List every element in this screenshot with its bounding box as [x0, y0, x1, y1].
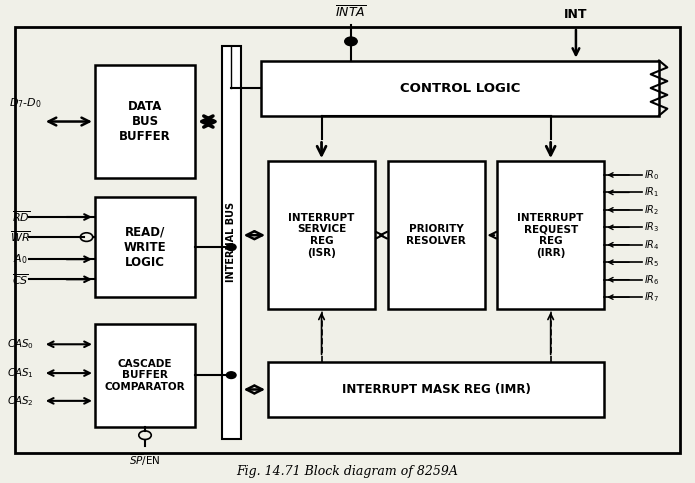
Text: $\overline{INTA}$: $\overline{INTA}$ [336, 5, 366, 21]
FancyBboxPatch shape [15, 27, 680, 453]
FancyBboxPatch shape [497, 161, 605, 309]
Text: INTERRUPT MASK REG (IMR): INTERRUPT MASK REG (IMR) [342, 383, 530, 396]
FancyBboxPatch shape [268, 362, 605, 417]
Text: $IR_2$: $IR_2$ [644, 203, 660, 217]
Text: CONTROL LOGIC: CONTROL LOGIC [400, 82, 520, 95]
FancyBboxPatch shape [95, 324, 195, 426]
FancyBboxPatch shape [95, 65, 195, 178]
Circle shape [227, 244, 236, 251]
Text: $D_7$-$D_0$: $D_7$-$D_0$ [9, 96, 42, 110]
Text: INTERRUPT
REQUEST
REG
(IRR): INTERRUPT REQUEST REG (IRR) [518, 213, 584, 257]
Text: $IR_4$: $IR_4$ [644, 238, 660, 252]
FancyBboxPatch shape [388, 161, 484, 309]
Circle shape [345, 37, 357, 46]
Text: $IR_0$: $IR_0$ [644, 168, 660, 182]
Text: $\overline{RD}$: $\overline{RD}$ [12, 210, 30, 224]
FancyBboxPatch shape [268, 161, 375, 309]
Text: $IR_1$: $IR_1$ [644, 185, 660, 199]
Text: Fig. 14.71 Block diagram of 8259A: Fig. 14.71 Block diagram of 8259A [236, 465, 459, 478]
Text: PRIORITY
RESOLVER: PRIORITY RESOLVER [407, 225, 466, 246]
Text: CASCADE
BUFFER
COMPARATOR: CASCADE BUFFER COMPARATOR [105, 358, 186, 392]
Text: DATA
BUS
BUFFER: DATA BUS BUFFER [119, 100, 171, 143]
Text: $IR_7$: $IR_7$ [644, 290, 660, 304]
Text: $CAS_0$: $CAS_0$ [7, 338, 34, 351]
Text: $IR_3$: $IR_3$ [644, 220, 660, 234]
Text: $\overline{CS}$: $\overline{CS}$ [13, 272, 29, 286]
Text: $\overline{SP}$/EN: $\overline{SP}$/EN [129, 453, 161, 469]
Text: $IR_6$: $IR_6$ [644, 273, 660, 286]
Text: INT: INT [564, 8, 588, 21]
Text: READ/
WRITE
LOGIC: READ/ WRITE LOGIC [124, 226, 166, 269]
FancyBboxPatch shape [261, 60, 659, 115]
Text: $IR_5$: $IR_5$ [644, 256, 660, 269]
Text: $CAS_1$: $CAS_1$ [8, 366, 34, 380]
Circle shape [227, 372, 236, 379]
Text: $CAS_2$: $CAS_2$ [8, 394, 34, 408]
Text: $\overline{WR}$: $\overline{WR}$ [10, 230, 31, 244]
FancyBboxPatch shape [222, 46, 241, 439]
Text: $A_0$: $A_0$ [13, 252, 28, 266]
Text: INTERNAL BUS: INTERNAL BUS [226, 202, 236, 283]
FancyBboxPatch shape [95, 197, 195, 298]
Text: INTERRUPT
SERVICE
REG
(ISR): INTERRUPT SERVICE REG (ISR) [288, 213, 354, 257]
